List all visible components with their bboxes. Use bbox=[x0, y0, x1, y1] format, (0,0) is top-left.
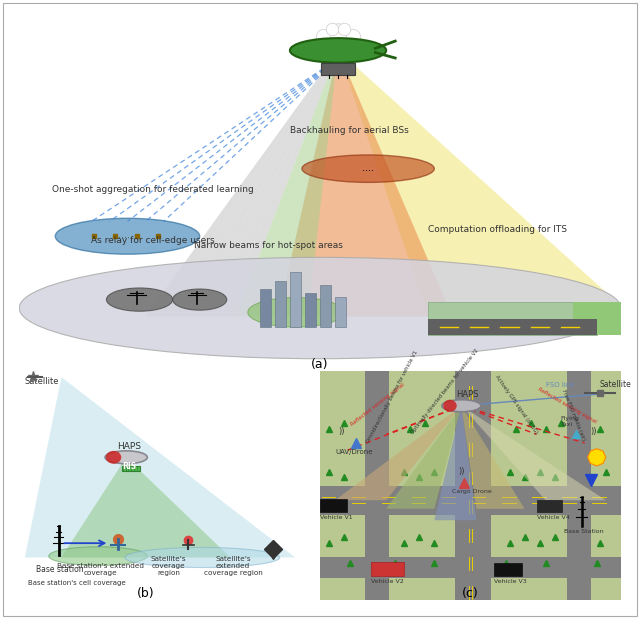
Text: Backhauling for aerial BSs: Backhauling for aerial BSs bbox=[290, 126, 409, 135]
Bar bbox=[428, 319, 596, 335]
Polygon shape bbox=[191, 50, 338, 316]
Ellipse shape bbox=[55, 219, 200, 254]
Bar bbox=[536, 500, 562, 512]
Bar bbox=[305, 293, 316, 327]
Text: One-shot aggregation for federated learning: One-shot aggregation for federated learn… bbox=[52, 185, 254, 194]
Polygon shape bbox=[145, 50, 338, 316]
Polygon shape bbox=[61, 457, 230, 558]
Bar bbox=[566, 371, 591, 600]
Bar bbox=[365, 371, 389, 600]
Polygon shape bbox=[221, 50, 338, 316]
Bar bbox=[122, 466, 140, 471]
Text: (a): (a) bbox=[311, 358, 329, 371]
Text: Actively GPS signal (or 5G): Actively GPS signal (or 5G) bbox=[495, 374, 539, 435]
Bar bbox=[321, 63, 355, 75]
Polygon shape bbox=[205, 50, 338, 316]
Text: (c): (c) bbox=[462, 587, 479, 600]
Bar bbox=[495, 563, 522, 576]
Bar bbox=[320, 558, 621, 578]
Polygon shape bbox=[461, 406, 605, 500]
Text: Free FSO media (air): Free FSO media (air) bbox=[561, 389, 586, 441]
Text: )): )) bbox=[591, 427, 597, 436]
Ellipse shape bbox=[442, 400, 481, 412]
Bar bbox=[275, 280, 285, 327]
Text: Optimally directed beams for vehicle V2: Optimally directed beams for vehicle V2 bbox=[410, 348, 480, 435]
Bar bbox=[335, 298, 346, 327]
Text: Base station's cell coverage: Base station's cell coverage bbox=[28, 579, 125, 586]
Text: HAPS: HAPS bbox=[117, 442, 141, 451]
Text: Base station's extended
coverage: Base station's extended coverage bbox=[58, 563, 145, 576]
Polygon shape bbox=[175, 50, 338, 316]
Polygon shape bbox=[161, 50, 338, 316]
Ellipse shape bbox=[290, 38, 386, 63]
Text: Flying
Taxi: Flying Taxi bbox=[561, 416, 579, 426]
Text: Satellite: Satellite bbox=[25, 378, 60, 386]
Text: Cargo Drone: Cargo Drone bbox=[452, 489, 492, 494]
Text: ....: .... bbox=[362, 163, 374, 173]
Polygon shape bbox=[435, 406, 476, 520]
Text: Satellite's
extended
coverage region: Satellite's extended coverage region bbox=[204, 556, 262, 576]
Ellipse shape bbox=[19, 258, 621, 359]
Text: FSO link: FSO link bbox=[545, 382, 574, 388]
Ellipse shape bbox=[248, 298, 344, 327]
Polygon shape bbox=[236, 50, 338, 316]
Text: Vehicle V3: Vehicle V3 bbox=[495, 579, 527, 584]
Bar bbox=[371, 562, 404, 576]
Bar bbox=[456, 371, 492, 600]
Text: )): )) bbox=[338, 427, 344, 436]
Polygon shape bbox=[338, 50, 633, 316]
Text: UAV/Drone: UAV/Drone bbox=[335, 449, 372, 456]
Text: Reflected sensing signal: Reflected sensing signal bbox=[350, 382, 406, 426]
Text: )): )) bbox=[458, 467, 465, 477]
Text: RIS: RIS bbox=[122, 462, 137, 471]
Bar bbox=[260, 289, 271, 327]
Text: Computation offloading for ITS: Computation offloading for ITS bbox=[428, 225, 567, 234]
Ellipse shape bbox=[173, 289, 227, 310]
Ellipse shape bbox=[125, 547, 280, 568]
Text: Omnidirectionally beams for vehicle V1: Omnidirectionally beams for vehicle V1 bbox=[365, 350, 419, 444]
Bar bbox=[290, 272, 301, 327]
Text: (b): (b) bbox=[137, 587, 155, 600]
Text: Narrow beams for hot-spot areas: Narrow beams for hot-spot areas bbox=[194, 241, 342, 250]
Text: Reflected sensing signal: Reflected sensing signal bbox=[536, 386, 597, 424]
Ellipse shape bbox=[443, 400, 457, 412]
Text: HAPS: HAPS bbox=[456, 389, 479, 399]
Text: Satellite's
coverage
region: Satellite's coverage region bbox=[150, 556, 186, 576]
Polygon shape bbox=[461, 406, 525, 509]
Polygon shape bbox=[25, 377, 295, 558]
Ellipse shape bbox=[106, 288, 173, 311]
Bar bbox=[320, 285, 331, 327]
Ellipse shape bbox=[49, 547, 147, 565]
Bar bbox=[320, 499, 347, 512]
Text: Vehicle V4: Vehicle V4 bbox=[536, 515, 570, 520]
Ellipse shape bbox=[302, 155, 435, 183]
Text: Vehicle V1: Vehicle V1 bbox=[320, 515, 353, 520]
Polygon shape bbox=[278, 50, 452, 316]
Text: Base Station: Base Station bbox=[564, 529, 604, 534]
Bar bbox=[320, 486, 621, 514]
Text: ....: .... bbox=[118, 230, 131, 240]
Text: Satellite: Satellite bbox=[600, 380, 632, 389]
Ellipse shape bbox=[106, 451, 122, 464]
Text: Vehicle V2: Vehicle V2 bbox=[371, 579, 404, 584]
Bar bbox=[573, 301, 621, 335]
Ellipse shape bbox=[105, 451, 147, 464]
Text: As relay for cell-edge users: As relay for cell-edge users bbox=[92, 236, 215, 245]
Text: Base station: Base station bbox=[36, 565, 84, 574]
Bar bbox=[428, 301, 596, 335]
Polygon shape bbox=[335, 406, 461, 500]
Polygon shape bbox=[386, 406, 461, 509]
